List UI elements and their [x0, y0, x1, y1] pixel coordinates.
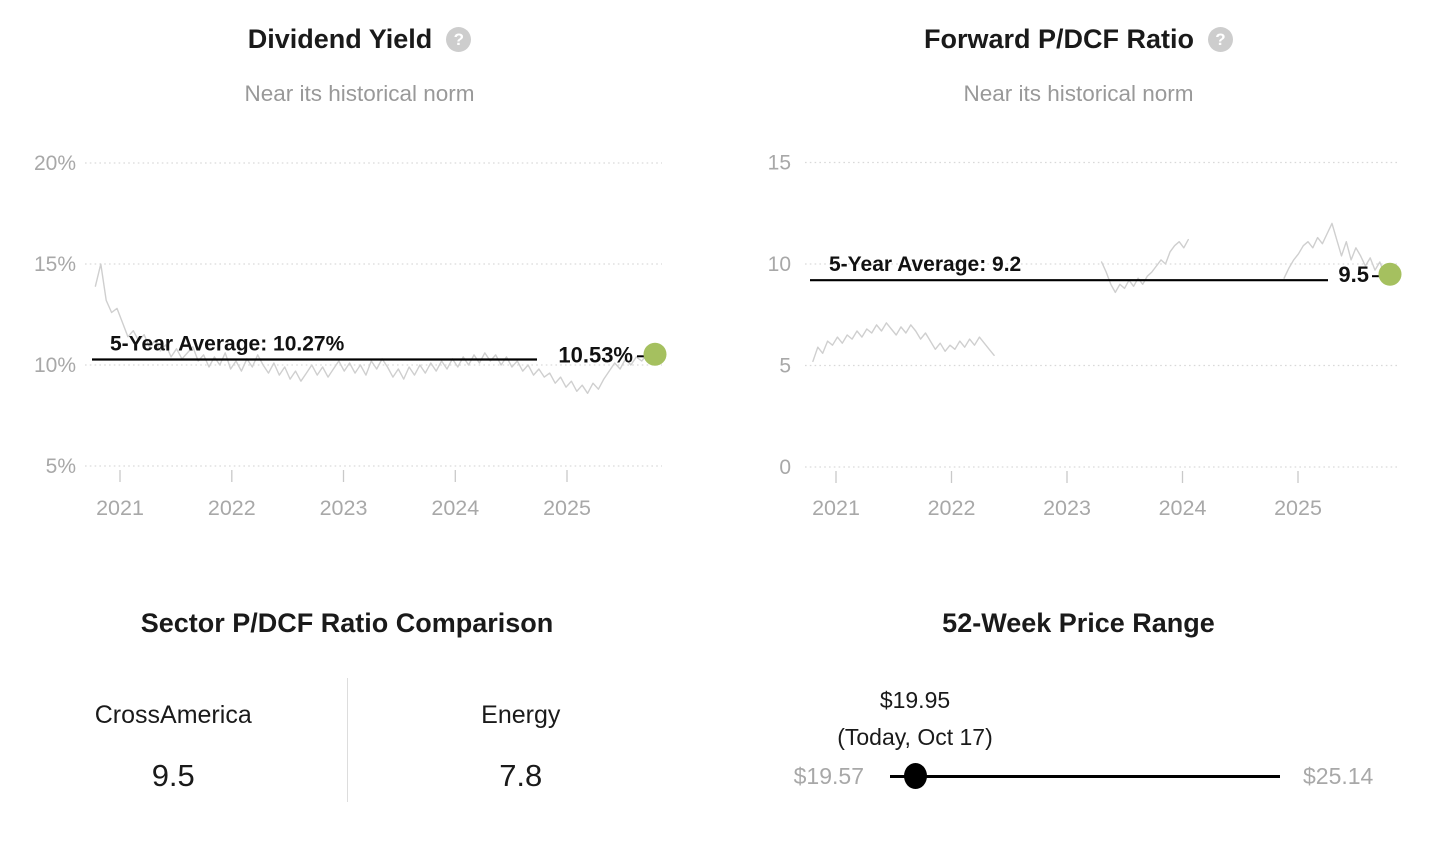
divider — [346, 678, 348, 802]
x-axis-label: 2025 — [1274, 496, 1322, 520]
chart-subtitle: Near its historical norm — [963, 81, 1194, 106]
y-axis-label: 20% — [34, 152, 76, 175]
average-label: 5-Year Average: 10.27% — [110, 333, 345, 356]
price-range-slider[interactable] — [890, 763, 1280, 789]
series-line — [94, 263, 648, 394]
sector-comparison-panel: Sector P/DCF Ratio Comparison CrossAmeri… — [0, 580, 719, 846]
price-range-panel: 52-Week Price Range $19.95 (Today, Oct 1… — [719, 580, 1438, 846]
y-axis-label: 10% — [34, 354, 76, 377]
price-marker-dot[interactable] — [904, 763, 927, 789]
current-price-date: (Today, Oct 17) — [837, 724, 993, 750]
x-axis-label: 2022 — [208, 496, 256, 520]
chart-header: Dividend Yield ? Near its historical nor… — [0, 22, 719, 108]
section-title: Sector P/DCF Ratio Comparison — [140, 608, 554, 638]
x-axis-label: 2021 — [96, 496, 144, 520]
x-axis-label: 2024 — [431, 496, 479, 520]
chart-subtitle: Near its historical norm — [244, 81, 475, 106]
y-axis-label: 15 — [768, 152, 791, 175]
forward-pdcf-chart[interactable]: 15 10 5 0 2021 2022 2023 2024 2025 5-Year Average… — [719, 120, 1438, 540]
help-icon[interactable]: ? — [1208, 26, 1233, 52]
chart-title-text: Dividend Yield — [247, 24, 433, 54]
y-axis-label: 5% — [46, 455, 76, 478]
range-high-label: $25.14 — [1303, 763, 1374, 789]
section-title: 52-Week Price Range — [942, 608, 1215, 638]
comparison-columns: CrossAmerica 9.5 Energy 7.8 — [0, 678, 694, 802]
current-value-dot[interactable] — [643, 342, 667, 366]
x-axis-label: 2025 — [543, 496, 591, 520]
x-axis-label: 2023 — [320, 496, 368, 520]
y-axis-label: 5 — [779, 355, 791, 378]
comparison-label: CrossAmerica — [94, 701, 252, 729]
x-axis-label: 2021 — [812, 496, 860, 520]
current-value-label: 10.53% — [558, 342, 633, 367]
forward-pdcf-panel: Forward P/DCF Ratio ? Near its historica… — [719, 0, 1438, 560]
comparison-label: Energy — [481, 701, 561, 729]
chart-header: Forward P/DCF Ratio ? Near its historica… — [719, 22, 1438, 108]
current-price-block: $19.95 (Today, Oct 17) — [719, 682, 1111, 756]
series-line — [1100, 238, 1189, 294]
chart-title-text: Forward P/DCF Ratio — [923, 24, 1194, 54]
dividend-yield-panel: Dividend Yield ? Near its historical nor… — [0, 0, 719, 560]
comparison-column-energy: Energy 7.8 — [348, 678, 695, 802]
comparison-value: 9.5 — [151, 758, 195, 793]
current-price: $19.95 — [879, 687, 951, 713]
x-axis-label: 2022 — [928, 496, 976, 520]
chart-title: Forward P/DCF Ratio ? — [719, 22, 1438, 56]
series-line — [1283, 222, 1386, 279]
range-low-label: $19.57 — [793, 763, 864, 789]
x-axis-label: 2024 — [1159, 496, 1207, 520]
y-axis-label: 10 — [768, 253, 791, 276]
comparison-value: 7.8 — [499, 758, 543, 793]
current-value-dot[interactable] — [1378, 262, 1402, 286]
average-label: 5-Year Average: 9.2 — [829, 253, 1021, 276]
comparison-column-crossamerica: CrossAmerica 9.5 — [0, 678, 347, 802]
current-value-label: 9.5 — [1338, 262, 1369, 287]
x-axis-label: 2023 — [1043, 496, 1091, 520]
chart-title: Dividend Yield ? — [0, 22, 719, 56]
y-axis-label: 0 — [779, 456, 791, 479]
help-icon[interactable]: ? — [446, 26, 472, 52]
y-axis-label: 15% — [34, 253, 76, 276]
dividend-yield-chart[interactable]: 20% 15% 10% 5% 2021 2022 2023 2024 2025 5-Year Av… — [0, 120, 719, 540]
series-line — [812, 322, 995, 363]
